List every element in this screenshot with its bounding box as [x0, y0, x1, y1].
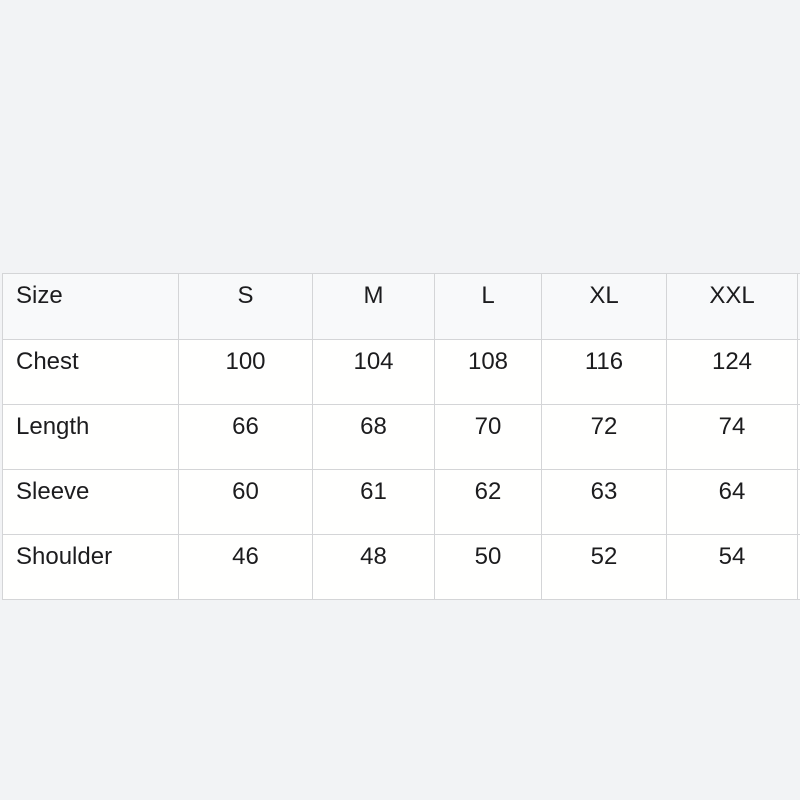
- cell-chest-m: 104: [312, 339, 435, 405]
- cell-sleeve-s: 60: [178, 469, 313, 535]
- cell-length-xxl: 74: [666, 404, 798, 470]
- size-chart-table: Size S M L XL XXL Chest 100 104 108 116 …: [2, 273, 800, 600]
- row-label-length: Length: [2, 404, 179, 470]
- header-row: Size S M L XL XXL: [2, 273, 800, 340]
- column-header-xxl: XXL: [666, 273, 798, 340]
- row-label-sleeve: Sleeve: [2, 469, 179, 535]
- column-header-xl: XL: [541, 273, 667, 340]
- cell-shoulder-cutoff: [797, 534, 800, 600]
- cell-chest-xl: 116: [541, 339, 667, 405]
- cell-length-s: 66: [178, 404, 313, 470]
- column-header-size: Size: [2, 273, 179, 340]
- cell-shoulder-s: 46: [178, 534, 313, 600]
- cell-chest-l: 108: [434, 339, 542, 405]
- cell-length-l: 70: [434, 404, 542, 470]
- row-label-shoulder: Shoulder: [2, 534, 179, 600]
- cell-length-m: 68: [312, 404, 435, 470]
- cell-shoulder-xl: 52: [541, 534, 667, 600]
- cell-sleeve-xl: 63: [541, 469, 667, 535]
- cell-chest-s: 100: [178, 339, 313, 405]
- column-header-m: M: [312, 273, 435, 340]
- cell-sleeve-l: 62: [434, 469, 542, 535]
- table-row-shoulder: Shoulder 46 48 50 52 54: [2, 534, 800, 600]
- table-row-chest: Chest 100 104 108 116 124: [2, 339, 800, 405]
- cell-chest-xxl: 124: [666, 339, 798, 405]
- cell-length-xl: 72: [541, 404, 667, 470]
- cell-shoulder-l: 50: [434, 534, 542, 600]
- row-label-chest: Chest: [2, 339, 179, 405]
- column-header-l: L: [434, 273, 542, 340]
- table-row-sleeve: Sleeve 60 61 62 63 64: [2, 469, 800, 535]
- cell-shoulder-xxl: 54: [666, 534, 798, 600]
- cell-shoulder-m: 48: [312, 534, 435, 600]
- cell-sleeve-m: 61: [312, 469, 435, 535]
- cell-sleeve-xxl: 64: [666, 469, 798, 535]
- size-chart-scroll-area[interactable]: Size S M L XL XXL Chest 100 104 108 116 …: [0, 273, 800, 605]
- table-row-length: Length 66 68 70 72 74: [2, 404, 800, 470]
- column-header-s: S: [178, 273, 313, 340]
